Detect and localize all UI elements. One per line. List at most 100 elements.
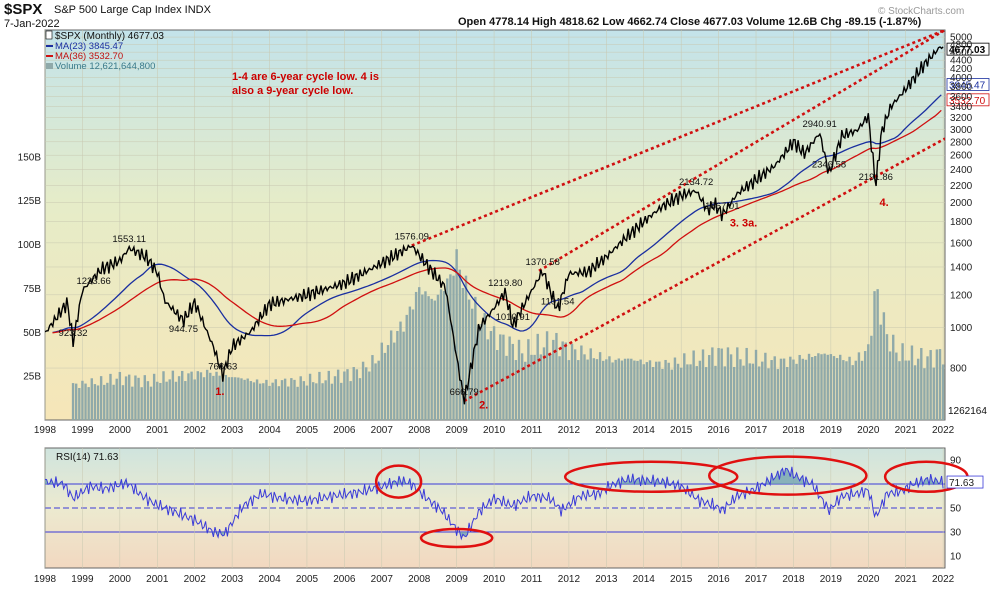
y-tick-label: 4600 [950, 48, 973, 59]
volume-bar [386, 345, 390, 420]
volume-bar [664, 359, 667, 420]
y-tick-label: 2200 [950, 181, 973, 192]
volume-bar [876, 289, 879, 420]
volume-bar [502, 334, 505, 420]
chart-date: 7-Jan-2022 [4, 18, 60, 30]
volume-bar [71, 383, 75, 420]
last-value-label: 3532.70 [949, 96, 986, 107]
price-series [45, 46, 944, 405]
rsi-line [45, 466, 944, 541]
volume-bar [761, 361, 764, 420]
volume-bar [495, 350, 499, 420]
volume-bar [729, 354, 733, 420]
volume-bar [446, 278, 449, 420]
channel-line [538, 30, 945, 272]
y-tick-label: 4200 [950, 64, 973, 75]
price-label: 2346.58 [812, 160, 846, 171]
volume-bar [667, 362, 670, 420]
volume-bar [249, 381, 253, 420]
x-tick-label: 2001 [146, 425, 169, 436]
volume-bar [389, 330, 393, 420]
legend-ma23: MA(23) 3845.47 [55, 41, 123, 52]
rsi-x-tick-label: 2000 [109, 574, 132, 585]
price-label: 944.75 [169, 324, 198, 335]
volume-bar [461, 288, 465, 420]
volume-bar [882, 312, 886, 420]
rsi-x-tick-label: 2011 [521, 574, 543, 585]
volume-bar [227, 377, 231, 420]
x-tick-label: 2011 [521, 425, 543, 436]
volume-bar [489, 331, 493, 420]
volume-bar [436, 294, 440, 420]
volume-bar [134, 375, 137, 420]
volume-bar [623, 358, 627, 420]
volume-bar [673, 357, 677, 420]
volume-bar [845, 361, 848, 420]
rsi-x-tick-label: 2003 [221, 574, 244, 585]
volume-bar [704, 367, 708, 420]
volume-bar [742, 365, 745, 420]
volume-bar [333, 376, 337, 420]
volume-bar [140, 387, 143, 420]
rsi-x-tick-label: 2007 [371, 574, 394, 585]
x-tick-label: 2022 [932, 425, 955, 436]
volume-tick-label: 150B [18, 152, 42, 163]
volume-bar [418, 287, 421, 420]
y-tick-label: 3800 [950, 82, 973, 93]
volume-bar [380, 342, 383, 420]
volume-tick-label: 75B [23, 284, 41, 295]
rsi-x-tick-label: 2017 [745, 574, 768, 585]
volume-bar [779, 358, 783, 420]
volume-bar [764, 352, 767, 420]
volume-bar [645, 362, 649, 420]
volume-bar [895, 352, 898, 420]
x-tick-label: 2002 [184, 425, 207, 436]
volume-bar [368, 371, 371, 420]
volume-bar [676, 363, 680, 420]
rsi-x-tick-label: 2016 [707, 574, 730, 585]
channel-line [463, 137, 945, 403]
volume-bar [929, 350, 932, 420]
y-tick-label: 1600 [950, 238, 973, 249]
volume-bar [776, 369, 780, 420]
x-tick-label: 2019 [820, 425, 843, 436]
volume-bar [558, 356, 561, 420]
volume-bar [336, 369, 340, 420]
volume-bar [916, 358, 920, 420]
volume-bar [230, 377, 234, 420]
volume-bar [349, 381, 352, 420]
volume-bar [196, 371, 200, 420]
x-tick-label: 2008 [408, 425, 431, 436]
volume-bar [823, 353, 826, 420]
volume-bar [670, 369, 674, 420]
volume-bar [630, 358, 633, 420]
volume-tick-label: 100B [18, 240, 42, 251]
y-tick-label: 1800 [950, 217, 973, 228]
volume-tick-label: 25B [23, 372, 41, 383]
volume-bar [311, 382, 315, 420]
volume-bar [305, 385, 309, 420]
volume-bar [361, 361, 365, 420]
volume-bar [355, 369, 359, 420]
volume-bar [873, 291, 876, 420]
volume-bar [374, 363, 377, 420]
volume-bar [770, 360, 773, 420]
x-tick-label: 2009 [446, 425, 469, 436]
volume-bar [240, 378, 243, 420]
volume-bar [458, 269, 461, 420]
volume-bar [452, 275, 455, 420]
volume-bar [708, 355, 711, 420]
y-tick-label: 2600 [950, 151, 973, 162]
volume-bar [932, 367, 935, 420]
volume-tick-label: 50B [23, 328, 41, 339]
volume-bar [573, 349, 577, 420]
volume-bar [252, 382, 256, 420]
ticker-symbol: $SPX [4, 1, 42, 18]
volume-bar [904, 360, 907, 420]
volume-bar [661, 368, 664, 420]
y-tick-label: 1000 [950, 323, 973, 334]
last-value-box [946, 78, 990, 91]
rsi-x-tick-label: 2005 [296, 574, 319, 585]
volume-bar [243, 379, 246, 420]
volume-bar [698, 360, 702, 420]
